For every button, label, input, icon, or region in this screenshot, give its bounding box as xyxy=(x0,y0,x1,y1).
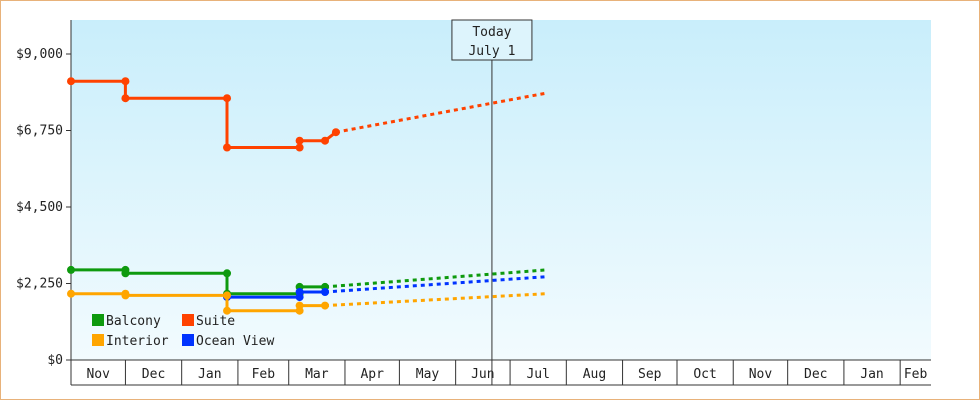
data-point-interior xyxy=(223,291,232,300)
series-projection-ocean-view xyxy=(324,275,547,294)
data-point-suite xyxy=(295,136,304,145)
x-tick-label: Dec xyxy=(804,367,827,382)
data-point-suite xyxy=(223,143,232,152)
today-marker: Today July 1 xyxy=(451,19,533,385)
series-projection-interior xyxy=(324,292,547,308)
data-point-ocean-view xyxy=(295,288,304,296)
data-point-interior xyxy=(121,291,130,300)
x-tick-label: Jun xyxy=(471,367,494,382)
x-tick-label: Feb xyxy=(904,367,928,382)
legend-swatch-balcony xyxy=(92,314,104,326)
y-tick-label: $6,750 xyxy=(16,124,63,139)
legend-swatch-interior xyxy=(92,334,104,346)
data-point-suite xyxy=(223,94,232,103)
y-tick-label: $9,000 xyxy=(16,47,63,62)
x-tick-label: Jan xyxy=(860,367,883,382)
data-point-interior xyxy=(223,306,232,315)
y-tick-label: $2,250 xyxy=(16,277,63,292)
x-tick-label: Jul xyxy=(526,367,549,382)
x-tick-label: Jan xyxy=(198,367,221,382)
x-tick-label: Oct xyxy=(693,367,716,382)
x-tick-label: Nov xyxy=(749,367,773,382)
data-point-suite xyxy=(321,136,330,145)
x-tick-label: May xyxy=(416,367,440,382)
data-point-balcony xyxy=(223,269,232,278)
series-lines xyxy=(67,77,547,315)
data-point-balcony xyxy=(121,269,130,278)
legend-label-suite: Suite xyxy=(196,314,235,329)
x-tick-label: Feb xyxy=(252,367,276,382)
legend-swatch-ocean-view xyxy=(182,334,194,346)
x-tick-label: Aug xyxy=(583,367,606,382)
today-box xyxy=(451,19,533,61)
legend-label-interior: Interior xyxy=(106,334,169,349)
series-projection-suite xyxy=(335,91,547,134)
data-point-suite xyxy=(121,77,130,86)
data-point-balcony xyxy=(67,265,75,274)
x-tick-label: Dec xyxy=(142,367,165,382)
data-point-suite xyxy=(295,143,304,152)
series-projection-balcony xyxy=(324,268,547,289)
x-tick-label: Mar xyxy=(305,367,329,382)
plot-area xyxy=(71,20,931,360)
y-tick-label: $0 xyxy=(47,353,63,368)
today-date: July 1 xyxy=(468,44,515,59)
legend: Balcony Suite Interior Ocean View xyxy=(92,314,274,349)
data-point-interior xyxy=(295,301,304,310)
x-tick-label: Apr xyxy=(360,367,384,382)
legend-label-ocean-view: Ocean View xyxy=(196,334,274,349)
today-label: Today xyxy=(472,25,511,40)
x-tick-label: Nov xyxy=(86,367,110,382)
x-tick-label: Sep xyxy=(638,367,662,382)
legend-label-balcony: Balcony xyxy=(106,314,161,329)
y-tick-label: $4,500 xyxy=(16,200,63,215)
data-point-ocean-view xyxy=(321,288,330,296)
legend-swatch-suite xyxy=(182,314,194,326)
data-point-suite xyxy=(121,94,130,103)
data-point-suite xyxy=(331,128,340,137)
y-axis: $0 $2,250 $4,500 $6,750 $9,000 xyxy=(16,20,72,385)
data-point-interior xyxy=(67,289,75,298)
x-axis: Nov Dec Jan Feb Mar Apr May Jun Jul Aug Sep Oct Nov D… xyxy=(70,359,931,386)
data-point-suite xyxy=(67,77,75,86)
data-point-interior xyxy=(321,301,330,310)
